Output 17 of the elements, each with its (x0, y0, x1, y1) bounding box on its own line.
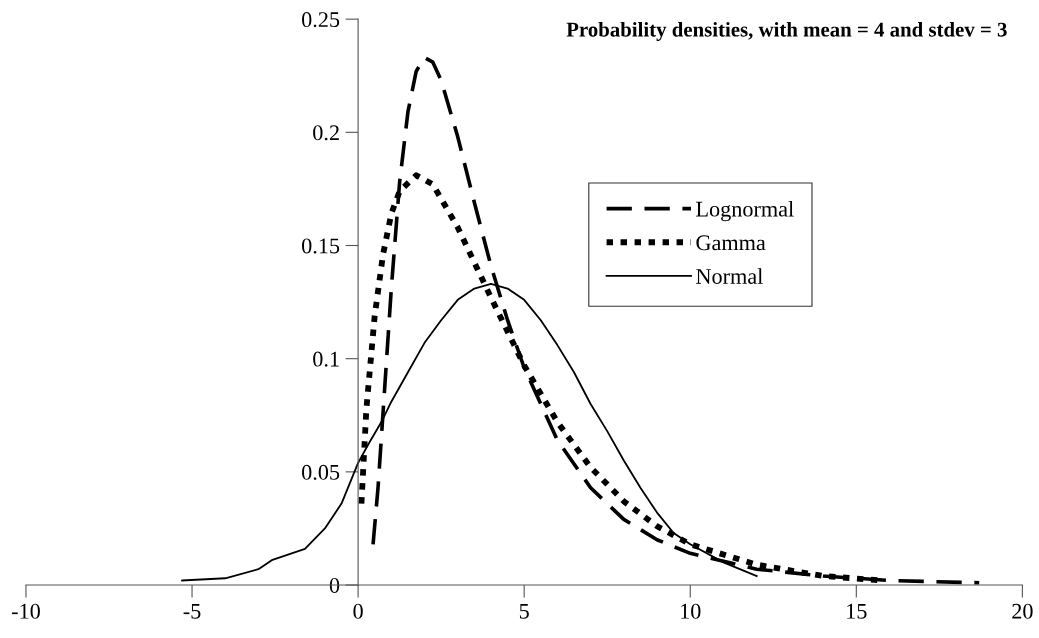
x-tick-label: 20 (1012, 603, 1033, 619)
y-tick-label: 0 (329, 577, 340, 593)
x-tick-label: 10 (681, 603, 701, 619)
x-tick-label: 15 (847, 603, 867, 619)
y-tick-label: 0.05 (302, 464, 340, 480)
legend-label: Lognormal (696, 200, 794, 222)
chart-title: Probability densities, with mean = 4 and stdev = 3 (566, 21, 1007, 41)
legend-label: Gamma (696, 235, 766, 251)
x-tick-label: 0 (353, 603, 363, 619)
x-tick-label: 5 (519, 603, 529, 619)
y-tick-label: 0.2 (313, 125, 339, 141)
legend-label: Normal (696, 268, 763, 284)
y-tick-label: 0.15 (302, 238, 340, 254)
x-tick-label: -5 (183, 603, 201, 619)
y-tick-label: 0.1 (313, 351, 339, 367)
y-tick-label: 0.25 (302, 12, 340, 28)
x-tick-label: -10 (11, 603, 40, 619)
